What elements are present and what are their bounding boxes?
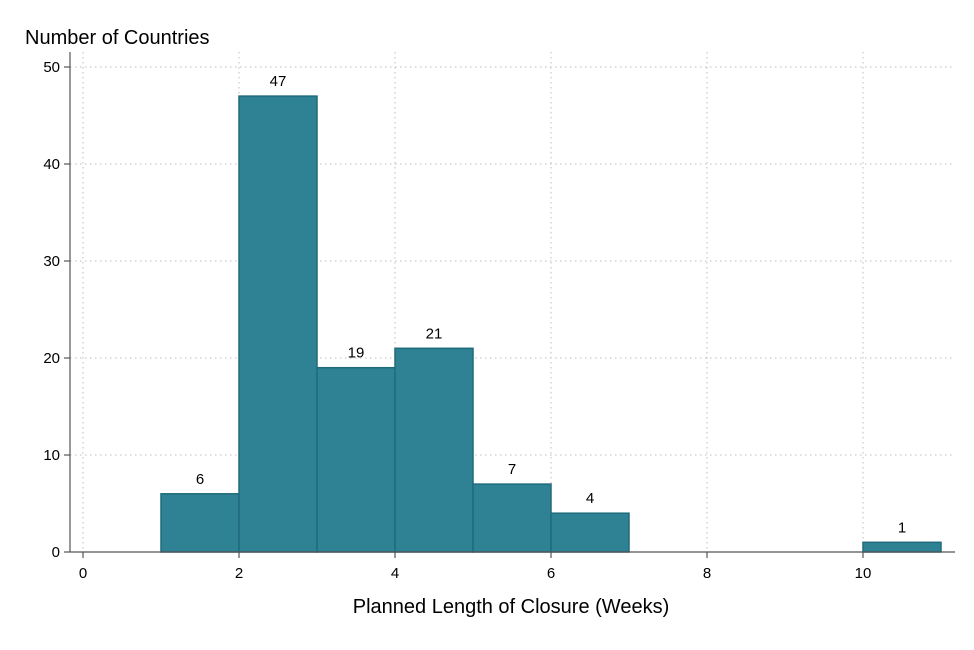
bar-value-label: 6 [196, 471, 204, 488]
y-tick-label: 20 [43, 350, 60, 367]
histogram-bar [160, 493, 240, 553]
bar-value-label: 4 [586, 490, 594, 507]
bar-value-label: 19 [348, 345, 365, 362]
bar-value-label: 7 [508, 461, 516, 478]
bar-value-label: 21 [426, 325, 443, 342]
x-tick-label: 0 [79, 565, 87, 582]
y-tick-label: 30 [43, 253, 60, 270]
x-axis-title: Planned Length of Closure (Weeks) [353, 596, 669, 618]
histogram-bar [550, 512, 630, 553]
histogram-bar [862, 541, 942, 553]
bar-value-label: 47 [270, 73, 287, 90]
axes-layer [64, 52, 955, 558]
x-tick-label: 8 [703, 565, 711, 582]
y-axis-title: Number of Countries [25, 27, 210, 49]
y-tick-label: 50 [43, 59, 60, 76]
x-tick-label: 10 [855, 565, 872, 582]
histogram-bar [394, 347, 474, 553]
histogram-bar [472, 483, 552, 553]
histogram-bar [238, 95, 318, 553]
x-tick-label: 2 [235, 565, 243, 582]
y-tick-label: 0 [52, 544, 60, 561]
y-tick-label: 10 [43, 447, 60, 464]
x-tick-label: 4 [391, 565, 399, 582]
x-tick-label: 6 [547, 565, 555, 582]
bars-layer [160, 95, 942, 553]
bar-value-label: 1 [898, 519, 906, 536]
histogram-bar [316, 366, 396, 553]
y-tick-label: 40 [43, 156, 60, 173]
